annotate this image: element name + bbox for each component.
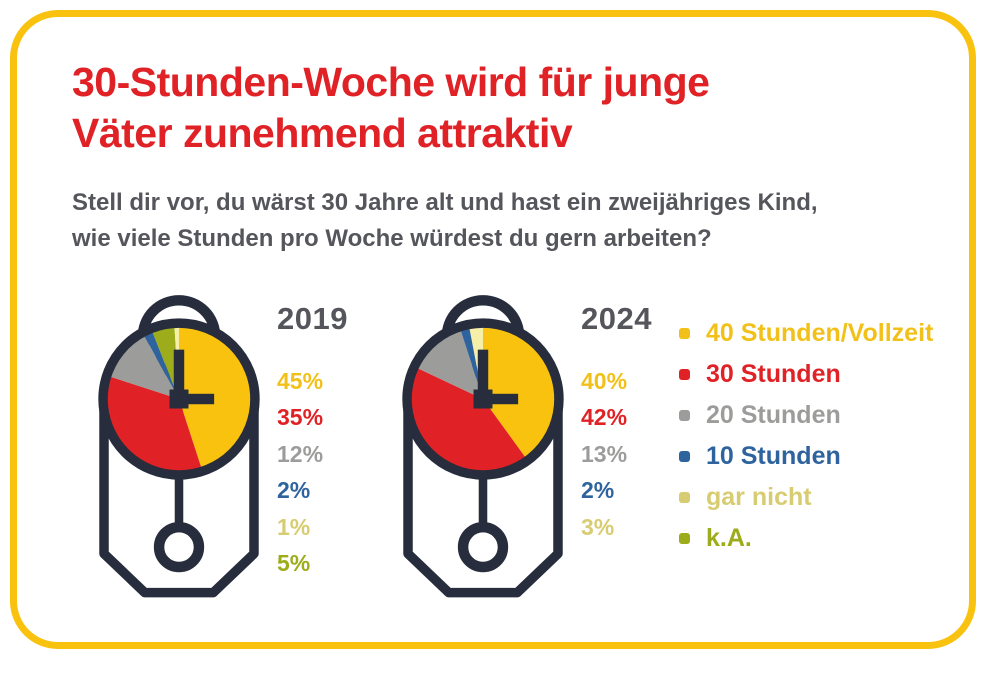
clock-center-knob (473, 389, 493, 409)
pendulum-clock-2024-chart (402, 294, 564, 598)
charts-row: 2019 45% 35% 12% 2% 1% 5% 2024 40% 42% 13% 2% 3% (65, 287, 969, 605)
infographic-card: 30-Stunden-Woche wird für junge Väter zu… (10, 10, 976, 649)
clock-face-outline (402, 317, 564, 480)
minute-hand-icon (477, 349, 489, 404)
percent-label: 2% (581, 477, 615, 504)
legend-item: k.A. (679, 518, 933, 559)
clock-center-knob (169, 389, 189, 409)
title-line-2: Väter zunehmend attraktiv (72, 109, 573, 156)
percent-column-2024: 40% 42% 13% 2% 3% (581, 363, 673, 546)
legend-label: k.A. (706, 523, 752, 552)
clock-block-2019: 2019 45% 35% 12% 2% 1% 5% (65, 287, 369, 605)
labels-2024: 2024 40% 42% 13% 2% 3% (581, 287, 673, 605)
pendulum-clock-2019-chart (98, 294, 260, 598)
pie-slice (142, 328, 179, 399)
legend-label: 30 Stunden (706, 359, 841, 388)
minute-hand-icon (173, 349, 185, 404)
legend-item: 20 Stunden (679, 395, 933, 436)
subtitle: Stell dir vor, du wärst 30 Jahre alt und… (72, 185, 914, 257)
pendulum-ring (457, 521, 509, 572)
hour-hand-icon (477, 393, 519, 404)
legend-bullet-icon (679, 491, 690, 503)
page-title: 30-Stunden-Woche wird für junge Väter zu… (72, 57, 914, 159)
legend-label: 20 Stunden (706, 400, 841, 429)
pie-slice (483, 322, 559, 461)
year-label-2024: 2024 (581, 300, 652, 336)
legend-label: 10 Stunden (706, 441, 841, 470)
labels-2019: 2019 45% 35% 12% 2% 1% 5% (277, 287, 369, 605)
legend-bullet-icon (679, 327, 690, 339)
percent-label: 5% (277, 550, 311, 577)
percent-label: 35% (277, 404, 324, 431)
legend-item: 10 Stunden (679, 436, 933, 477)
legend-item: gar nicht (679, 477, 933, 518)
year-label-2019: 2019 (277, 300, 348, 336)
legend-item: 30 Stunden (679, 354, 933, 395)
pie-slice (151, 322, 179, 399)
percent-label: 45% (277, 367, 324, 394)
clock-block-2024: 2024 40% 42% 13% 2% 3% (369, 287, 673, 605)
hour-hand-icon (173, 393, 215, 404)
title-line-1: 30-Stunden-Woche wird für junge (72, 59, 710, 105)
legend-label: gar nicht (706, 482, 812, 511)
pie-slice (459, 324, 483, 399)
legend-item: 40 Stunden/Vollzeit (679, 313, 933, 354)
percent-column-2019: 45% 35% 12% 2% 1% 5% (277, 363, 369, 582)
subtitle-line-1: Stell dir vor, du wärst 30 Jahre alt und… (72, 188, 818, 216)
percent-label: 1% (277, 513, 311, 540)
percent-label: 12% (277, 440, 324, 467)
legend: 40 Stunden/Vollzeit 30 Stunden 20 Stunden 1… (679, 313, 933, 559)
pie-slice (407, 366, 528, 475)
pendulum-ring (153, 521, 205, 572)
pie-slice (179, 322, 255, 471)
percent-label: 40% (581, 367, 628, 394)
legend-label: 40 Stunden/Vollzeit (706, 318, 934, 347)
pie-slices-2019 (103, 322, 255, 475)
percent-label: 3% (581, 513, 615, 540)
percent-label: 13% (581, 440, 628, 467)
legend-bullet-icon (679, 450, 690, 462)
subtitle-line-2: wie viele Stunden pro Woche würdest du g… (72, 224, 712, 252)
percent-label: 42% (581, 404, 628, 431)
legend-bullet-icon (679, 409, 690, 421)
clock-face-outline (98, 317, 260, 480)
legend-bullet-icon (679, 368, 690, 380)
legend-bullet-icon (679, 532, 690, 544)
percent-label: 2% (277, 477, 311, 504)
